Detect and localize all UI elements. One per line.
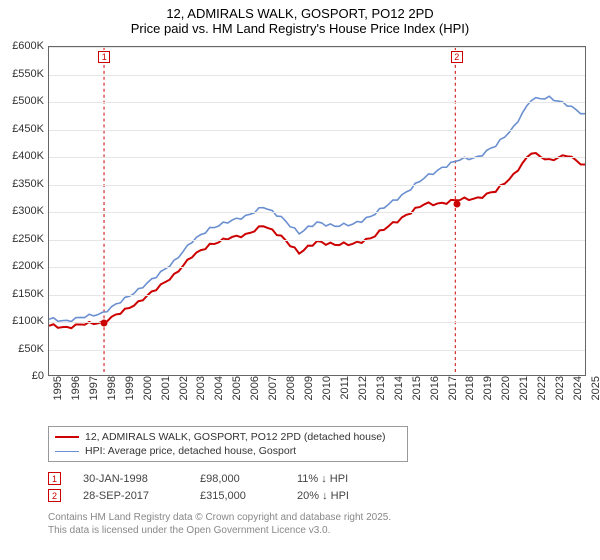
xtick-label: 2006 <box>249 376 261 412</box>
sale-price: £315,000 <box>200 490 275 502</box>
attribution-block: Contains HM Land Registry data © Crown c… <box>48 512 600 537</box>
gridline <box>49 295 585 296</box>
attribution-line: Contains HM Land Registry data © Crown c… <box>48 512 600 525</box>
xtick-label: 2007 <box>267 376 279 412</box>
xtick-label: 2001 <box>160 376 172 412</box>
sale-marker-flag: 1 <box>98 51 110 63</box>
sale-price: £98,000 <box>200 473 275 485</box>
xtick-label: 2010 <box>321 376 333 412</box>
sale-pct-vs-hpi: 20% ↓ HPI <box>297 490 387 502</box>
xtick-label: 2003 <box>195 376 207 412</box>
ytick-label: £0 <box>2 370 44 382</box>
xtick-label: 2004 <box>213 376 225 412</box>
xtick-label: 2002 <box>178 376 190 412</box>
xtick-label: 2023 <box>554 376 566 412</box>
gridline <box>49 240 585 241</box>
xtick-label: 2011 <box>339 376 351 412</box>
ytick-label: £50K <box>2 343 44 355</box>
ytick-label: £550K <box>2 68 44 80</box>
gridline <box>49 212 585 213</box>
xtick-label: 2015 <box>411 376 423 412</box>
gridline <box>49 75 585 76</box>
ytick-label: £500K <box>2 95 44 107</box>
gridline <box>49 350 585 351</box>
xtick-label: 2016 <box>429 376 441 412</box>
chart-title-sub: Price paid vs. HM Land Registry's House … <box>0 21 600 36</box>
plot-area: 12 <box>48 46 586 376</box>
xtick-label: 2025 <box>590 376 600 412</box>
xtick-label: 1995 <box>52 376 64 412</box>
sale-date: 30-JAN-1998 <box>83 473 178 485</box>
chart-container: 12 £0£50K£100K£150K£200K£250K£300K£350K£… <box>0 40 600 420</box>
ytick-label: £400K <box>2 150 44 162</box>
xtick-label: 2019 <box>482 376 494 412</box>
xtick-label: 2022 <box>536 376 548 412</box>
gridline <box>49 267 585 268</box>
legend-label-property: 12, ADMIRALS WALK, GOSPORT, PO12 2PD (de… <box>85 431 386 443</box>
chart-title-block: 12, ADMIRALS WALK, GOSPORT, PO12 2PD Pri… <box>0 0 600 40</box>
xtick-label: 2005 <box>231 376 243 412</box>
xtick-label: 2018 <box>464 376 476 412</box>
ytick-label: £150K <box>2 288 44 300</box>
ytick-label: £200K <box>2 260 44 272</box>
xtick-label: 2024 <box>572 376 584 412</box>
sale-marker-flag: 2 <box>451 51 463 63</box>
legend-row: HPI: Average price, detached house, Gosp… <box>55 444 401 458</box>
ytick-label: £100K <box>2 315 44 327</box>
series-line-property <box>49 153 585 328</box>
xtick-label: 2021 <box>518 376 530 412</box>
gridline <box>49 185 585 186</box>
ytick-label: £600K <box>2 40 44 52</box>
legend-swatch-property <box>55 436 79 438</box>
chart-svg <box>49 47 585 375</box>
legend-swatch-hpi <box>55 451 79 452</box>
ytick-label: £250K <box>2 233 44 245</box>
table-row: 2 28-SEP-2017 £315,000 20% ↓ HPI <box>48 487 600 504</box>
sale-point-dot <box>453 200 460 207</box>
xtick-label: 2017 <box>447 376 459 412</box>
sales-table: 1 30-JAN-1998 £98,000 11% ↓ HPI 2 28-SEP… <box>48 470 600 504</box>
gridline <box>49 130 585 131</box>
legend-label-hpi: HPI: Average price, detached house, Gosp… <box>85 445 296 457</box>
ytick-label: £300K <box>2 205 44 217</box>
table-row: 1 30-JAN-1998 £98,000 11% ↓ HPI <box>48 470 600 487</box>
xtick-label: 2012 <box>357 376 369 412</box>
sale-pct-vs-hpi: 11% ↓ HPI <box>297 473 387 485</box>
xtick-label: 2009 <box>303 376 315 412</box>
ytick-label: £450K <box>2 123 44 135</box>
xtick-label: 1999 <box>124 376 136 412</box>
xtick-label: 2013 <box>375 376 387 412</box>
legend-row: 12, ADMIRALS WALK, GOSPORT, PO12 2PD (de… <box>55 430 401 444</box>
xtick-label: 1997 <box>88 376 100 412</box>
sale-index-marker: 2 <box>48 489 61 502</box>
gridline <box>49 102 585 103</box>
sale-index-marker: 1 <box>48 472 61 485</box>
xtick-label: 2020 <box>500 376 512 412</box>
sale-point-dot <box>101 320 108 327</box>
xtick-label: 2014 <box>393 376 405 412</box>
legend-box: 12, ADMIRALS WALK, GOSPORT, PO12 2PD (de… <box>48 426 408 462</box>
xtick-label: 1998 <box>106 376 118 412</box>
gridline <box>49 157 585 158</box>
xtick-label: 2000 <box>142 376 154 412</box>
gridline <box>49 322 585 323</box>
sale-date: 28-SEP-2017 <box>83 490 178 502</box>
attribution-line: This data is licensed under the Open Gov… <box>48 525 600 538</box>
xtick-label: 1996 <box>70 376 82 412</box>
gridline <box>49 47 585 48</box>
chart-title-main: 12, ADMIRALS WALK, GOSPORT, PO12 2PD <box>0 6 600 21</box>
ytick-label: £350K <box>2 178 44 190</box>
xtick-label: 2008 <box>285 376 297 412</box>
